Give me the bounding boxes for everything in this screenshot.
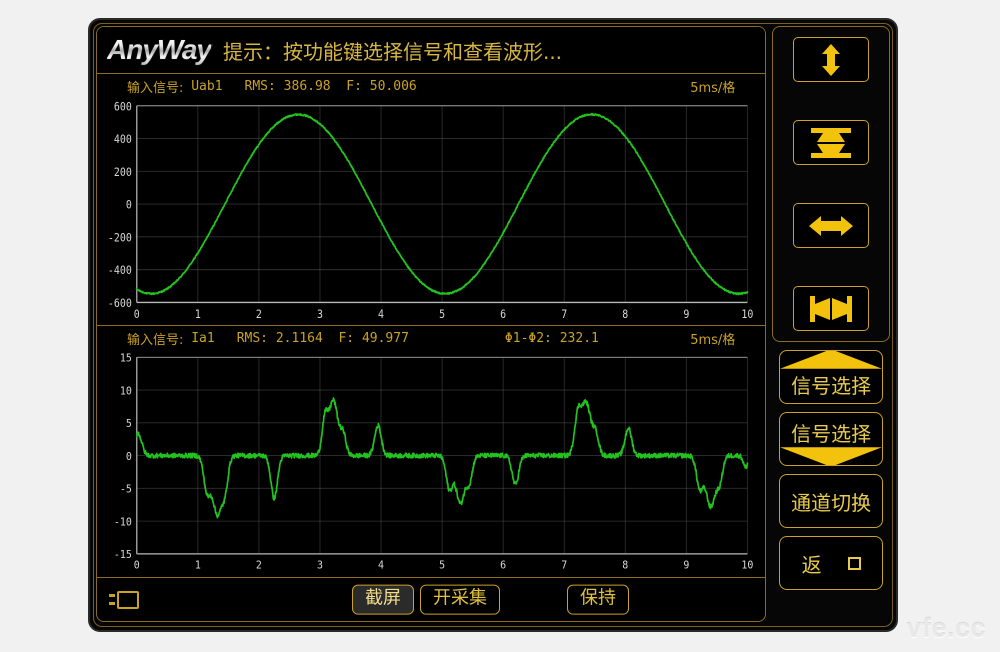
horizontal-expand-glyph [809,215,854,236]
triangle-up-icon [780,351,883,369]
timebase-2: 5ms/格 [690,333,736,348]
svg-text:-200: -200 [108,231,132,245]
svg-text:10: 10 [741,308,753,322]
panel-header-voltage: 输入信号: Uab1 RMS: 386.98 F: 50.006 5ms/格 [97,74,765,99]
svg-text:7: 7 [561,308,567,322]
brand-logo: AnyWay [107,34,212,65]
svg-text:10: 10 [741,560,753,571]
plot-area-current: -15 -10 -5 0 5 10 15 0 1 2 3 4 5 6 7 8 9 10 [97,351,765,577]
return-label: 返 [801,552,822,577]
svg-text:-5: -5 [120,484,132,495]
return-button[interactable]: 返 [779,536,884,590]
rms-label-1: RMS: [244,79,276,94]
svg-text:-10: -10 [114,517,132,528]
zoom-button-group [772,26,890,342]
svg-text:0: 0 [134,560,140,571]
signal-name-1: Uab1 [191,79,223,94]
rms-label-2: RMS: [236,331,269,346]
title-bar: AnyWay 提示：按功能键选择信号和查看波形... [97,27,766,74]
svg-text:2: 2 [256,308,262,322]
svg-text:-400: -400 [108,264,132,278]
function-button-group: 信号选择 信号选择 通道切换 返 [772,350,890,622]
input-signal-label-2: 输入信号: [127,333,184,348]
return-square-icon [847,556,861,570]
triangle-down-icon [780,447,883,465]
waveform-panel-current: 输入信号: Ia1 RMS: 2.1164 F: 49.977 Φ1-Φ2: 2… [97,326,765,577]
svg-text:2: 2 [256,560,262,571]
signal-select-up-label: 信号选择 [791,373,872,398]
horizontal-shrink-icon[interactable] [793,286,870,331]
svg-text:600: 600 [114,100,132,114]
instrument-screen: AnyWay 提示：按功能键选择信号和查看波形... 输入信号: Uab1 RM… [96,26,767,622]
svg-text:400: 400 [114,132,132,146]
horizontal-shrink-glyph [810,295,853,322]
svg-text:5: 5 [439,560,445,571]
svg-text:6: 6 [500,308,506,322]
vertical-shrink-icon[interactable] [793,120,870,165]
svg-text:0: 0 [126,452,132,463]
vertical-expand-icon[interactable] [793,37,870,82]
waveform-panel-voltage: 输入信号: Uab1 RMS: 386.98 F: 50.006 5ms/格 -… [97,74,766,326]
rms-value-2: 2.1164 [275,331,323,346]
hint-text: 提示：按功能键选择信号和查看波形... [222,39,563,64]
timebase-1: 5ms/格 [690,81,736,96]
svg-text:8: 8 [622,560,628,571]
phase-label-2: Φ1-Φ2: [504,331,552,346]
signal-select-down-label: 信号选择 [791,421,872,446]
svg-text:-600: -600 [108,296,132,310]
svg-text:-15: -15 [114,550,132,561]
vertical-expand-glyph [822,43,841,76]
freq-value-2: 49.977 [361,331,409,346]
svg-text:1: 1 [195,308,201,322]
panel-header-current: 输入信号: Ia1 RMS: 2.1164 F: 49.977 Φ1-Φ2: 2… [97,326,765,351]
svg-text:6: 6 [500,560,506,571]
svg-text:9: 9 [683,560,689,571]
svg-text:4: 4 [378,560,384,571]
svg-text:5: 5 [126,419,132,430]
freq-value-1: 50.006 [369,79,417,94]
channel-switch-label: 通道切换 [791,490,872,515]
battery-icon [109,590,139,609]
hold-button[interactable]: 保持 [567,584,629,615]
svg-text:8: 8 [622,308,628,322]
svg-text:15: 15 [120,353,132,364]
vertical-shrink-glyph [811,127,852,158]
voltage-plot-svg: -600 -400 -200 0 200 400 600 0 1 2 3 4 5 6 7 8 9 10 [108,100,753,322]
signal-select-up-button[interactable]: 信号选择 [779,350,884,404]
screenshot-button[interactable]: 截屏 [352,584,414,615]
svg-text:3: 3 [317,308,323,322]
instrument-device: AnyWay 提示：按功能键选择信号和查看波形... 输入信号: Uab1 RM… [88,18,898,632]
svg-text:10: 10 [120,386,132,397]
plot-area-voltage: -600 -400 -200 0 200 400 600 0 1 2 3 4 5 6 7 8 9 10 [97,99,765,325]
start-acquire-button[interactable]: 开采集 [420,584,500,615]
freq-label-1: F: [346,79,362,94]
svg-text:7: 7 [561,560,567,571]
bottom-toolbar: 截屏 开采集 保持 [97,577,766,621]
signal-name-2: Ia1 [191,331,215,346]
input-signal-label-1: 输入信号: [127,81,184,96]
channel-switch-button[interactable]: 通道切换 [779,474,884,528]
rms-value-1: 386.98 [283,79,331,94]
svg-text:0: 0 [126,198,132,212]
keypad: 信号选择 信号选择 通道切换 返 [772,26,890,622]
svg-text:5: 5 [439,308,445,322]
freq-label-2: F: [338,331,355,346]
phase-value-2: 232.1 [559,331,599,346]
svg-text:9: 9 [683,308,689,322]
svg-text:4: 4 [378,308,384,322]
svg-text:0: 0 [134,308,140,322]
svg-text:200: 200 [114,165,132,179]
current-plot-svg: -15 -10 -5 0 5 10 15 0 1 2 3 4 5 6 7 8 9 10 [114,353,754,571]
svg-text:1: 1 [195,560,201,571]
signal-select-down-button[interactable]: 信号选择 [779,412,884,466]
svg-text:3: 3 [317,560,323,571]
watermark: vfe.cc [906,613,986,643]
horizontal-expand-icon[interactable] [793,203,870,248]
